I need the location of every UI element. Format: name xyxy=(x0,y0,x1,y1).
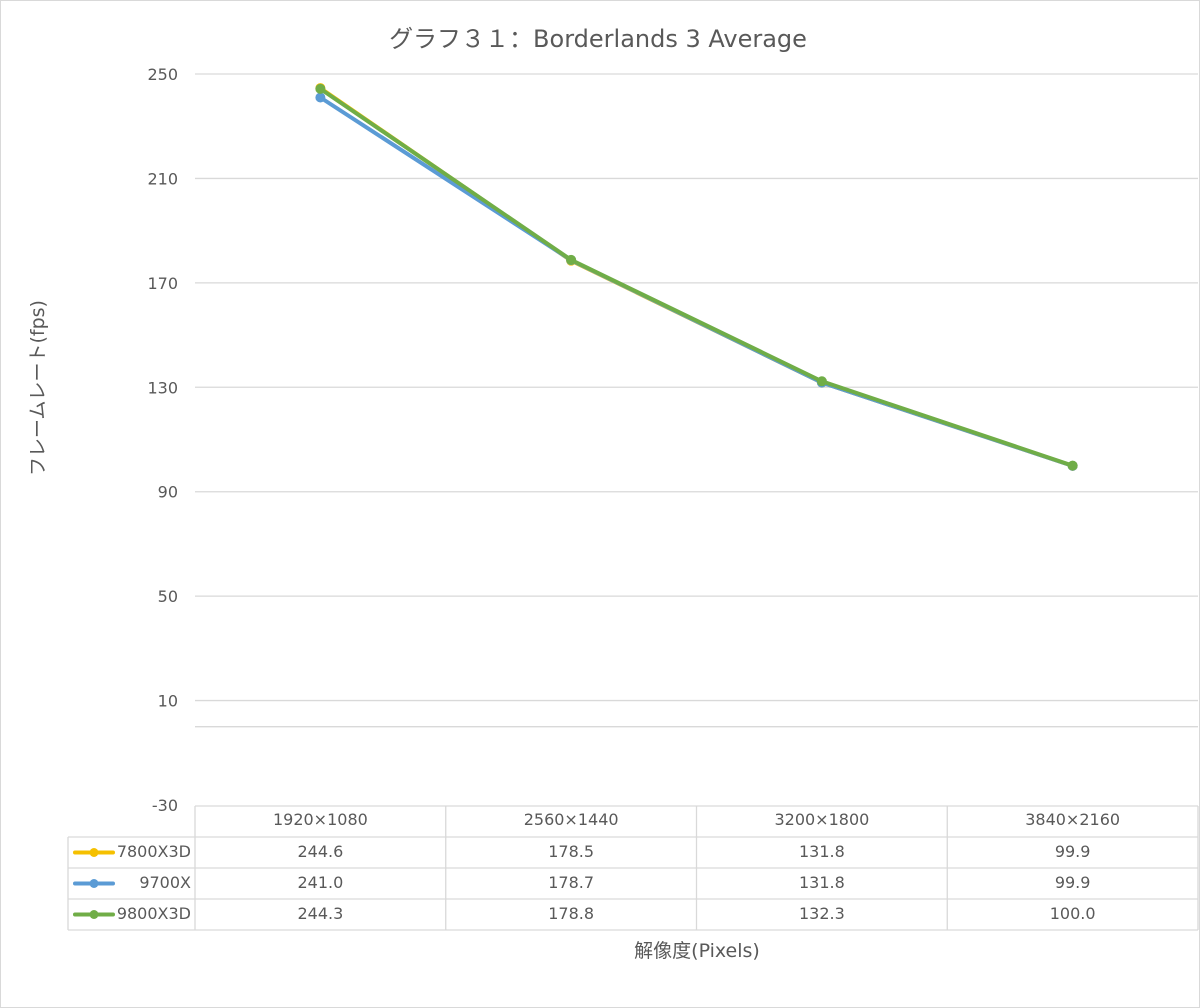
series-9800X3D xyxy=(315,83,1078,471)
y-axis-ticks: 250 210 170 130 90 50 10 -30 xyxy=(147,65,178,815)
y-tick-label: 10 xyxy=(158,692,178,711)
y-tick-label: 210 xyxy=(147,169,178,188)
y-tick-label: 90 xyxy=(158,483,178,502)
legend-key-marker xyxy=(89,910,99,919)
legend-series-name: 9700X xyxy=(139,873,191,892)
data-value-label: 178.7 xyxy=(548,873,594,892)
data-value-label: 99.9 xyxy=(1055,842,1091,861)
series-7800X3D xyxy=(315,83,1078,471)
x-axis-title: 解像度(Pixels) xyxy=(634,940,760,962)
gridlines xyxy=(195,73,1198,728)
series-line xyxy=(318,86,1075,468)
data-value-label: 132.3 xyxy=(799,904,845,923)
y-tick-label: 250 xyxy=(147,65,178,84)
y-axis-title: フレームレート(fps) xyxy=(27,300,49,476)
y-tick-label: 130 xyxy=(147,378,178,397)
y-tick-label: 170 xyxy=(147,274,178,293)
data-point xyxy=(816,376,827,387)
y-tick-label: -30 xyxy=(152,796,178,815)
x-category-label: 2560×1440 xyxy=(524,810,619,829)
data-value-label: 100.0 xyxy=(1050,904,1096,923)
series-lines xyxy=(315,83,1078,471)
data-value-label: 244.3 xyxy=(297,904,343,923)
data-point xyxy=(566,254,577,265)
x-category-label: 3840×2160 xyxy=(1025,810,1120,829)
y-tick-label: 50 xyxy=(158,587,178,606)
series-line xyxy=(318,95,1075,468)
data-value-label: 178.8 xyxy=(548,904,594,923)
data-value-label: 99.9 xyxy=(1055,873,1091,892)
data-point xyxy=(315,83,326,94)
data-value-label: 244.6 xyxy=(297,842,343,861)
chart-title: グラフ３１：Borderlands 3 Average xyxy=(389,25,807,53)
data-value-label: 131.8 xyxy=(799,873,845,892)
data-point xyxy=(1067,460,1078,471)
x-category-label: 1920×1080 xyxy=(273,810,368,829)
data-point xyxy=(315,92,326,103)
legend-series-name: 9800X3D xyxy=(117,904,191,923)
legend-series-name: 7800X3D xyxy=(117,842,191,861)
x-category-label: 3200×1800 xyxy=(774,810,869,829)
data-value-label: 178.5 xyxy=(548,842,594,861)
legend-key-marker xyxy=(89,879,99,888)
data-value-label: 241.0 xyxy=(297,873,343,892)
data-value-label: 131.8 xyxy=(799,842,845,861)
data-table: 1920×1080 2560×1440 3200×1800 3840×2160 7800… xyxy=(67,805,1199,931)
series-9700X xyxy=(315,92,1078,471)
series-line xyxy=(318,86,1075,468)
legend-key-marker xyxy=(89,848,99,857)
